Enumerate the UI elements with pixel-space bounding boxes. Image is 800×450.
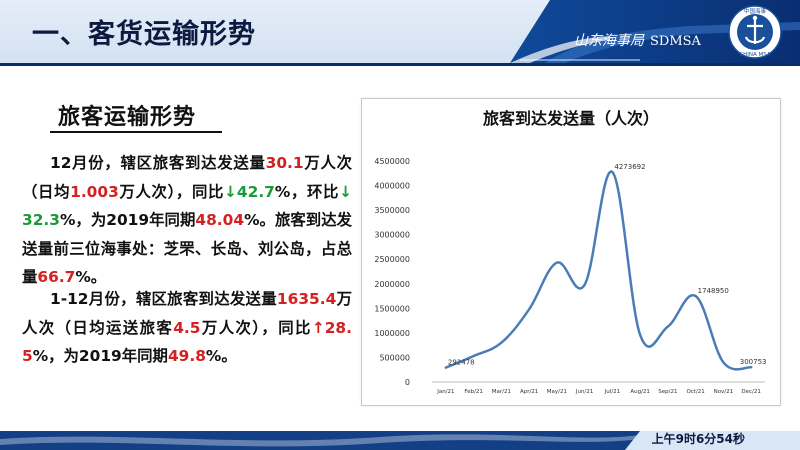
data-point <box>694 294 697 298</box>
y-tick-label: 500000 <box>379 353 410 362</box>
p2-text: %。 <box>205 347 237 366</box>
data-point <box>583 283 586 286</box>
emblem-bottom-text: CHINA MSA <box>739 52 771 58</box>
y-tick-label: 4000000 <box>374 182 410 191</box>
p2-text: %，为2019年同期 <box>32 347 168 366</box>
p1-text: %，环比 <box>274 182 340 201</box>
p1-text: 12月份，辖区旅客到达发送量 <box>50 154 266 172</box>
arrow-down-icon: ↓ <box>224 182 237 201</box>
x-tick-label: Jan/21 <box>436 389 454 395</box>
data-label: 4273692 <box>614 163 645 171</box>
p1-value: 66.7 <box>37 268 76 287</box>
x-tick-label: May/21 <box>547 389 567 395</box>
p2-value: 4.5 <box>173 318 201 337</box>
y-tick-label: 2000000 <box>374 280 410 289</box>
data-point <box>638 333 642 337</box>
arrow-down-icon: ↓ <box>339 182 352 201</box>
y-tick-label: 3500000 <box>374 206 410 215</box>
p2-value: 49.8 <box>167 347 206 366</box>
brand-en: SDMSA <box>650 34 701 49</box>
p1-value: 1.003 <box>70 182 119 201</box>
p1-text: %，为2019年同期 <box>59 211 196 230</box>
p1-text: 万人次（日均 <box>22 154 352 201</box>
data-point <box>472 354 475 358</box>
data-point <box>722 361 725 364</box>
p1-value: 48.04 <box>195 211 245 230</box>
data-point <box>555 261 559 264</box>
data-label: 292478 <box>448 359 475 367</box>
x-tick-label: Nov/21 <box>714 389 734 395</box>
x-tick-label: Oct/21 <box>686 389 704 395</box>
paragraph-monthly: 12月份，辖区旅客到达发送量30.1万人次（日均1.003万人次），同比↓42.… <box>22 149 352 292</box>
y-tick-label: 4500000 <box>374 157 410 166</box>
x-tick-label: Jul/21 <box>604 389 621 395</box>
y-tick-label: 1500000 <box>374 304 410 313</box>
section-underline <box>50 131 222 133</box>
p2-text: 1-12月份，辖区旅客到达发送量 <box>50 290 277 308</box>
p1-value: 30.1 <box>265 154 304 172</box>
x-tick-label: Jun/21 <box>575 389 593 395</box>
p2-text: 万人次（日均运送旅客 <box>22 290 352 337</box>
p2-value: 1635.4 <box>276 290 337 308</box>
header-band: 一、客货运输形势 山东海事局 SDMSA 中国海事 CHINA MSA <box>0 0 800 63</box>
footer-band: 上午9时6分54秒 <box>0 425 800 450</box>
y-tick-label: 2500000 <box>374 255 410 264</box>
data-label: 300753 <box>740 358 767 366</box>
data-point <box>444 366 448 369</box>
brand-cn: 山东海事局 <box>574 33 644 49</box>
p1-text: %。 <box>75 268 107 287</box>
p1-value: 42.7 <box>236 182 275 201</box>
y-tick-label: 3000000 <box>374 231 410 240</box>
x-tick-label: Feb/21 <box>464 389 483 395</box>
data-point <box>500 341 503 344</box>
x-tick-label: Dec/21 <box>741 389 761 395</box>
y-tick-label: 1000000 <box>374 329 410 338</box>
paragraph-annual: 1-12月份，辖区旅客到达发送量1635.4万人次（日均运送旅客4.5万人次），… <box>22 285 352 371</box>
page-title: 一、客货运输形势 <box>32 19 256 50</box>
x-tick-label: Sep/21 <box>658 389 677 395</box>
p1-text: %。旅客到达发送量前三位海事处：芝罘、长岛、刘公岛，占总量 <box>22 211 353 287</box>
data-point <box>749 366 753 369</box>
china-msa-emblem-icon: 中国海事 CHINA MSA <box>728 5 782 59</box>
header-divider <box>0 63 800 66</box>
footer-decoration <box>0 431 800 450</box>
data-point <box>527 308 531 311</box>
p2-text: 万人次），同比 <box>200 318 312 337</box>
p1-text: 万人次），同比 <box>118 182 225 201</box>
x-tick-label: Mar/21 <box>492 389 511 395</box>
brand-text: 山东海事局 SDMSA <box>574 30 701 50</box>
x-tick-label: Aug/21 <box>630 389 650 395</box>
y-tick-label: 0 <box>405 378 410 387</box>
data-point <box>666 325 670 328</box>
chart-card: 旅客到达发送量（人次） 0 500000 1000000 1500000 2000000… <box>361 98 781 406</box>
section-title: 旅客运输形势 <box>58 105 197 130</box>
series-line <box>444 170 753 371</box>
line-chart: 0 500000 1000000 1500000 2000000 2500000 30000… <box>374 157 767 395</box>
p1-value: 32.3 <box>22 211 60 230</box>
data-label: 1748950 <box>698 287 729 295</box>
emblem-top-text: 中国海事 <box>744 7 767 15</box>
p2-value: 28.5 <box>22 318 352 366</box>
x-tick-label: Apr/21 <box>520 389 538 395</box>
data-point <box>611 170 614 174</box>
arrow-up-icon: ↑ <box>311 318 325 337</box>
footer-timestamp: 上午9时6分54秒 <box>651 432 745 446</box>
chart-title: 旅客到达发送量（人次） <box>482 109 659 128</box>
